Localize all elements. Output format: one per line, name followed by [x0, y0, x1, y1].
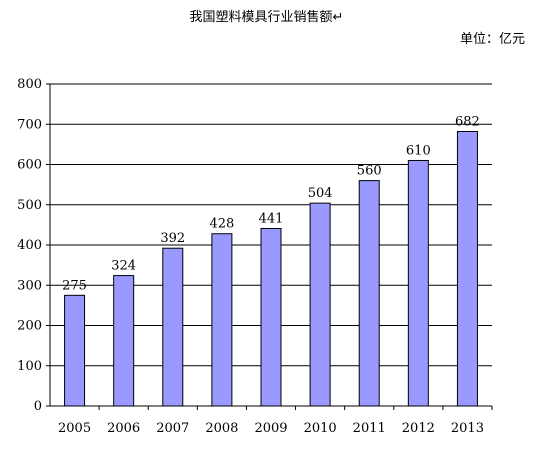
data-label: 428	[209, 217, 234, 232]
y-tick-label: 200	[17, 319, 42, 334]
y-tick-label: 700	[17, 117, 42, 132]
x-tick-label: 2010	[304, 421, 337, 436]
x-tick-label: 2013	[451, 421, 484, 436]
x-tick-label: 2008	[205, 421, 238, 436]
y-tick-label: 500	[17, 198, 42, 213]
x-tick-label: 2007	[156, 421, 189, 436]
data-label: 324	[111, 259, 136, 274]
data-label: 504	[308, 186, 333, 201]
bar-2013	[456, 130, 478, 407]
x-tick-label: 2009	[254, 421, 287, 436]
chart-title: 我国塑料模具行业销售额↵	[189, 10, 344, 25]
bars	[64, 130, 478, 407]
bar-2006	[113, 275, 135, 407]
unit-label: 单位：亿元	[459, 32, 525, 47]
y-tick-label: 300	[17, 278, 42, 293]
bar-2008	[211, 233, 233, 407]
y-tick-label: 800	[17, 77, 42, 92]
data-label: 560	[357, 164, 382, 179]
data-label: 392	[160, 231, 185, 246]
bar-2010	[309, 202, 331, 407]
x-tick-label: 2006	[107, 421, 140, 436]
x-tick-label: 2011	[353, 421, 386, 436]
bar-2009	[260, 227, 282, 407]
y-tick-label: 0	[34, 399, 42, 414]
data-label: 610	[406, 143, 431, 158]
y-tick-label: 400	[17, 238, 42, 253]
y-tick-label: 600	[17, 158, 42, 173]
data-label: 441	[259, 211, 284, 226]
x-tick-label: 2012	[402, 421, 435, 436]
y-tick-label: 100	[17, 359, 42, 374]
labels: 0 100 200 300 400 500 600 700 800 2005 275 2006 324 2…	[17, 77, 484, 436]
bar-2007	[162, 247, 184, 407]
bar-2011	[358, 180, 380, 407]
data-label: 682	[455, 114, 480, 129]
bar-2005	[64, 294, 86, 407]
data-label: 275	[62, 278, 87, 293]
x-tick-label: 2005	[58, 421, 91, 436]
bar-2012	[407, 159, 429, 407]
